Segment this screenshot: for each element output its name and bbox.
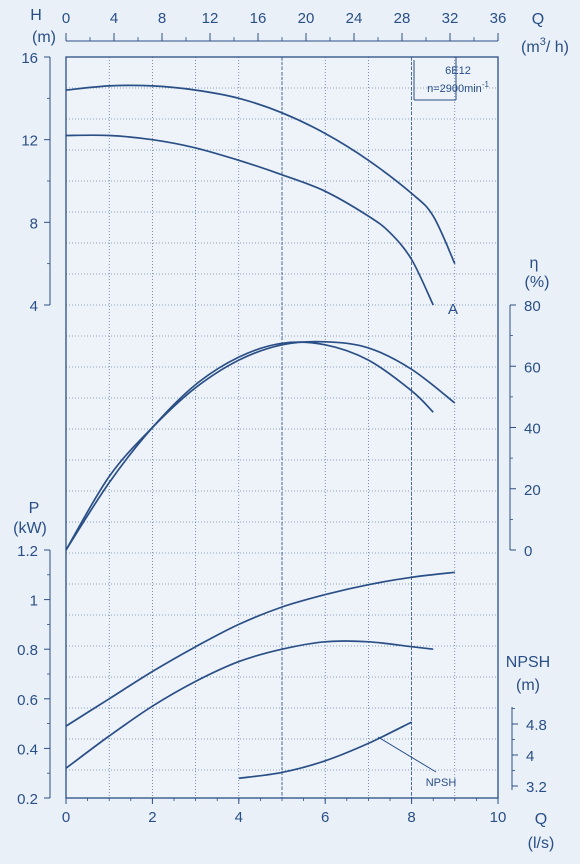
speed-value: n=2900min	[427, 83, 482, 95]
bottom-axis-tick-label: 4	[235, 809, 243, 826]
top-axis-tick-label: 24	[346, 10, 363, 27]
head-curve-tag: A	[448, 301, 458, 318]
top-axis-tick-label: 28	[394, 10, 411, 27]
head-axis-tick-label: 8	[30, 215, 38, 232]
plot-frame	[44, 33, 518, 804]
efficiency-axis-title: η	[530, 255, 539, 272]
power-axis-tick-label: 1.2	[17, 543, 38, 560]
speed-exponent: -1	[482, 80, 490, 89]
top-axis-tick-label: 16	[250, 10, 267, 27]
top-axis-tick-label: 4	[110, 10, 118, 27]
top-axis-title: Q	[532, 11, 544, 28]
efficiency-curve-1	[65, 340, 456, 551]
power-axis-tick-label: 0.2	[17, 791, 38, 808]
power-axis-unit: (kW)	[13, 520, 47, 537]
performance-curves	[65, 84, 456, 780]
speed-label: n=2900min-1	[427, 80, 489, 95]
power-curve-1	[65, 571, 455, 727]
top-axis-tick-label: 8	[158, 10, 166, 27]
head-axis-unit: (m)	[32, 29, 56, 46]
power-axis-tick-label: 0.8	[17, 642, 38, 659]
bottom-axis-tick-label: 10	[490, 809, 507, 826]
top-axis-tick-label: 32	[442, 10, 459, 27]
top-axis-tick-label: 20	[298, 10, 315, 27]
npsh-axis-tick-label: 3.2	[526, 779, 547, 796]
npsh-curve-label: NPSH	[426, 777, 457, 789]
efficiency-axis-tick-label: 0	[524, 543, 532, 560]
top-axis-tick-label: 12	[202, 10, 219, 27]
npsh-leader-line	[377, 736, 437, 773]
npsh-curve-1	[238, 721, 412, 780]
top-axis-unit-tail: / h)	[546, 39, 569, 56]
bottom-axis-tick-label: 6	[321, 809, 329, 826]
bottom-axis-tick-label: 2	[148, 809, 156, 826]
efficiency-axis-tick-label: 80	[524, 298, 541, 315]
npsh-axis-tick-label: 4	[526, 748, 534, 765]
power-axis-tick-label: 1	[30, 593, 38, 610]
top-axis-tick-label: 0	[62, 10, 70, 27]
head-curve-2	[65, 134, 434, 306]
efficiency-axis-unit: (%)	[525, 274, 550, 291]
bottom-axis-tick-label: 8	[407, 809, 415, 826]
grid-lines	[66, 57, 498, 798]
power-axis-tick-label: 0.6	[17, 692, 38, 709]
power-curve-2	[65, 640, 434, 769]
top-axis-unit-head: (m	[521, 39, 540, 56]
efficiency-axis-tick-label: 40	[524, 421, 541, 438]
head-axis-tick-label: 4	[30, 298, 38, 315]
bottom-axis-title: Q	[535, 811, 547, 828]
bottom-axis-unit: (l/s)	[528, 835, 555, 852]
top-axis-tick-label: 36	[490, 10, 507, 27]
top-axis-unit: (m3/ h)	[521, 36, 569, 56]
power-axis-title: P	[29, 500, 40, 517]
head-axis-tick-label: 16	[21, 50, 38, 67]
npsh-axis-title: NPSH	[506, 654, 550, 671]
power-axis-tick-label: 0.4	[17, 741, 38, 758]
efficiency-axis-tick-label: 20	[524, 482, 541, 499]
head-axis-title: H	[30, 7, 42, 24]
head-curve-1	[65, 84, 456, 265]
bottom-axis-tick-label: 0	[62, 809, 70, 826]
npsh-axis-tick-label: 4.8	[526, 717, 547, 734]
npsh-axis-unit: (m)	[516, 677, 540, 694]
model-label: 6E12	[445, 65, 471, 77]
axis-labels: 0 2 4 6 8 100 4 8 12 16 20 24 28 32 364812160204060800…	[17, 10, 547, 826]
efficiency-axis-tick-label: 60	[524, 359, 541, 376]
top-axis-unit-sup: 3	[540, 36, 546, 48]
head-axis-tick-label: 12	[21, 133, 38, 150]
efficiency-curve-2	[65, 341, 434, 551]
